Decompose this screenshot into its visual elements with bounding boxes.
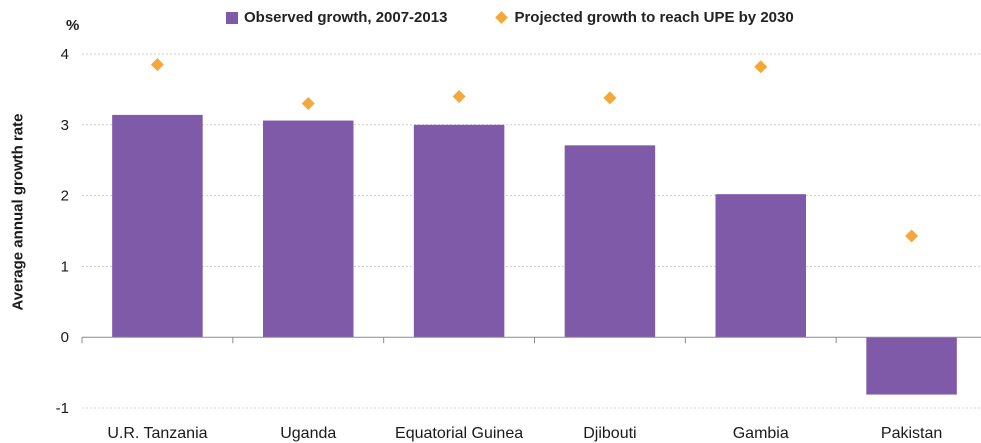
bar xyxy=(866,337,957,395)
y-unit-label: % xyxy=(66,17,80,34)
legend-item-observed: Observed growth, 2007-2013 xyxy=(226,9,447,26)
x-tick-label: Uganda xyxy=(280,425,336,442)
projected-marker xyxy=(603,91,617,105)
projected-marker xyxy=(905,229,919,243)
x-tick-label: Pakistan xyxy=(881,425,942,442)
legend-label-observed: Observed growth, 2007-2013 xyxy=(244,9,448,26)
x-tick-labels: U.R. Tanzania Uganda Equatorial Guinea Djib… xyxy=(107,425,942,442)
x-tick-label: Gambia xyxy=(733,425,789,442)
y-tick-labels: -1 0 1 2 3 4 xyxy=(56,46,69,417)
legend-item-projected: Projected growth to reach UPE by 2030 xyxy=(495,9,794,26)
gridlines xyxy=(82,53,981,409)
bar xyxy=(263,120,354,338)
bar xyxy=(715,194,806,338)
bar xyxy=(564,145,656,338)
x-tick-label: Equatorial Guinea xyxy=(395,425,523,442)
projected-marker xyxy=(150,58,164,72)
y-tick-label: 0 xyxy=(61,329,69,346)
bar xyxy=(413,124,505,338)
legend-swatch-observed xyxy=(226,11,238,24)
legend-label-projected: Projected growth to reach UPE by 2030 xyxy=(514,9,794,26)
y-tick-label: 2 xyxy=(61,188,69,205)
projected-marker xyxy=(301,97,315,111)
bar xyxy=(112,114,203,338)
y-tick-label: 4 xyxy=(61,46,69,63)
legend: Observed growth, 2007-2013 Projected gro… xyxy=(226,9,842,26)
y-tick-label: 3 xyxy=(61,117,69,134)
x-axis xyxy=(81,336,981,344)
projected-marker xyxy=(754,60,768,74)
marker-series xyxy=(150,58,919,243)
x-tick-label: U.R. Tanzania xyxy=(107,425,207,442)
y-tick-label: 1 xyxy=(61,258,69,275)
x-tick-label: Djibouti xyxy=(583,425,636,442)
bar-series xyxy=(112,114,957,395)
y-tick-label: -1 xyxy=(56,400,69,417)
projected-marker xyxy=(452,89,466,103)
